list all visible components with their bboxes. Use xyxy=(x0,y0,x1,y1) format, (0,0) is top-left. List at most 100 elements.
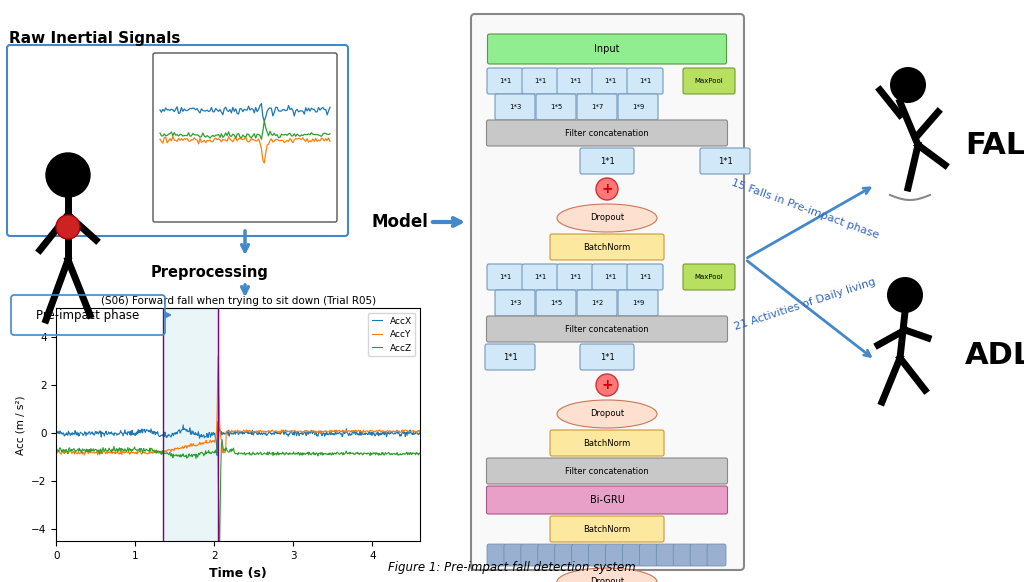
FancyBboxPatch shape xyxy=(486,458,727,484)
Text: Raw Inertial Signals: Raw Inertial Signals xyxy=(9,30,180,45)
FancyBboxPatch shape xyxy=(495,290,535,316)
Ellipse shape xyxy=(557,400,657,428)
Text: 1*1: 1*1 xyxy=(604,78,616,84)
Text: 1*1: 1*1 xyxy=(639,78,651,84)
Text: +: + xyxy=(601,182,612,196)
Text: 21 Activities of Daily living: 21 Activities of Daily living xyxy=(733,276,877,332)
FancyBboxPatch shape xyxy=(656,544,675,566)
Text: ADL: ADL xyxy=(965,340,1024,370)
Text: 1*9: 1*9 xyxy=(632,104,644,110)
FancyBboxPatch shape xyxy=(571,544,591,566)
Text: Filter concatenation: Filter concatenation xyxy=(565,467,649,475)
FancyBboxPatch shape xyxy=(690,544,709,566)
FancyBboxPatch shape xyxy=(536,94,575,120)
Text: 15 Falls in Pre-impact phase: 15 Falls in Pre-impact phase xyxy=(730,177,880,240)
Circle shape xyxy=(596,178,618,200)
Text: Dropout: Dropout xyxy=(590,410,624,418)
FancyBboxPatch shape xyxy=(487,68,523,94)
Text: 1*1: 1*1 xyxy=(639,274,651,280)
FancyBboxPatch shape xyxy=(550,234,664,260)
FancyBboxPatch shape xyxy=(673,544,692,566)
Circle shape xyxy=(46,153,90,197)
AccX xyxy=(325,429,337,436)
Text: Model: Model xyxy=(372,213,428,231)
FancyBboxPatch shape xyxy=(589,544,607,566)
Text: MaxPool: MaxPool xyxy=(694,78,723,84)
Y-axis label: Acc (m / s²): Acc (m / s²) xyxy=(15,395,26,455)
FancyBboxPatch shape xyxy=(700,148,750,174)
Bar xyxy=(163,308,218,541)
FancyBboxPatch shape xyxy=(618,290,658,316)
AccZ xyxy=(212,428,224,435)
Text: 1*1: 1*1 xyxy=(534,274,546,280)
Line: AccX: AccX xyxy=(56,421,420,456)
AccY xyxy=(216,436,228,443)
FancyBboxPatch shape xyxy=(487,264,523,290)
FancyBboxPatch shape xyxy=(485,344,535,370)
AccX xyxy=(211,452,223,459)
AccY xyxy=(325,429,337,436)
FancyBboxPatch shape xyxy=(683,68,735,94)
Text: 1*2: 1*2 xyxy=(591,300,603,306)
Text: 1*1: 1*1 xyxy=(568,78,582,84)
AccX xyxy=(115,427,127,434)
Text: FALL: FALL xyxy=(965,130,1024,159)
Text: Dropout: Dropout xyxy=(590,214,624,222)
Ellipse shape xyxy=(557,204,657,232)
AccY xyxy=(414,427,426,434)
FancyBboxPatch shape xyxy=(557,264,593,290)
FancyBboxPatch shape xyxy=(153,53,337,222)
Text: 1*1: 1*1 xyxy=(534,78,546,84)
FancyBboxPatch shape xyxy=(522,264,558,290)
Text: 1*3: 1*3 xyxy=(509,104,521,110)
Text: 1*3: 1*3 xyxy=(509,300,521,306)
Text: Preprocessing: Preprocessing xyxy=(152,264,269,279)
Text: Filter concatenation: Filter concatenation xyxy=(565,129,649,137)
AccZ xyxy=(294,449,306,456)
Text: +: + xyxy=(601,378,612,392)
FancyBboxPatch shape xyxy=(580,148,634,174)
Text: 1*1: 1*1 xyxy=(604,274,616,280)
Legend: AccX, AccY, AccZ: AccX, AccY, AccZ xyxy=(368,313,416,356)
Text: Figure 1: Pre-impact fall detection system: Figure 1: Pre-impact fall detection syst… xyxy=(388,562,636,574)
AccZ xyxy=(414,450,426,457)
FancyBboxPatch shape xyxy=(627,68,663,94)
Text: 1*1: 1*1 xyxy=(499,78,511,84)
Text: 1*1: 1*1 xyxy=(568,274,582,280)
Text: Filter concatenation: Filter concatenation xyxy=(565,325,649,333)
FancyBboxPatch shape xyxy=(486,316,727,342)
AccZ xyxy=(115,447,127,454)
AccX xyxy=(216,430,228,436)
AccX xyxy=(414,429,426,436)
FancyBboxPatch shape xyxy=(592,264,628,290)
Circle shape xyxy=(56,215,80,239)
Circle shape xyxy=(890,67,926,103)
FancyBboxPatch shape xyxy=(522,68,558,94)
Text: 1*1: 1*1 xyxy=(600,353,614,361)
FancyBboxPatch shape xyxy=(577,94,617,120)
FancyBboxPatch shape xyxy=(550,516,664,542)
Text: Input: Input xyxy=(594,44,620,54)
Text: 1*1: 1*1 xyxy=(600,157,614,165)
Ellipse shape xyxy=(557,568,657,582)
FancyBboxPatch shape xyxy=(495,94,535,120)
AccX xyxy=(143,427,156,434)
Line: AccY: AccY xyxy=(56,356,420,455)
FancyBboxPatch shape xyxy=(639,544,658,566)
Text: 1*5: 1*5 xyxy=(550,300,562,306)
FancyBboxPatch shape xyxy=(550,430,664,456)
AccY xyxy=(265,428,278,435)
Text: 1*5: 1*5 xyxy=(550,104,562,110)
FancyBboxPatch shape xyxy=(580,344,634,370)
Text: 1*1: 1*1 xyxy=(499,274,511,280)
X-axis label: Time (s): Time (s) xyxy=(209,566,267,580)
FancyBboxPatch shape xyxy=(536,290,575,316)
AccZ xyxy=(325,452,337,459)
FancyBboxPatch shape xyxy=(605,544,625,566)
Line: AccZ: AccZ xyxy=(56,431,420,549)
Title: (S06) Forward fall when trying to sit down (Trial R05): (S06) Forward fall when trying to sit do… xyxy=(100,296,376,306)
FancyBboxPatch shape xyxy=(504,544,523,566)
AccY xyxy=(212,352,224,359)
FancyBboxPatch shape xyxy=(683,264,735,290)
FancyBboxPatch shape xyxy=(555,544,573,566)
